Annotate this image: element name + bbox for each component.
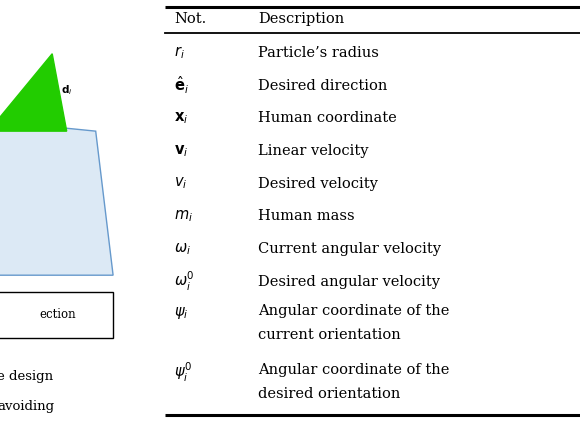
- Polygon shape: [0, 54, 67, 131]
- Polygon shape: [0, 120, 113, 275]
- Text: Desired direction: Desired direction: [258, 79, 387, 92]
- Text: Desired velocity: Desired velocity: [258, 177, 378, 190]
- Text: $\hat{\mathbf{e}}_i$: $\hat{\mathbf{e}}_i$: [174, 75, 189, 96]
- Text: $r_i$: $r_i$: [174, 45, 185, 61]
- Text: $v_i$: $v_i$: [174, 176, 187, 191]
- Text: Description: Description: [258, 12, 345, 26]
- Text: Linear velocity: Linear velocity: [258, 144, 369, 158]
- Text: $\mathbf{x}_i$: $\mathbf{x}_i$: [174, 111, 188, 126]
- Text: Current angular velocity: Current angular velocity: [258, 242, 441, 256]
- Text: $\psi_i^0$: $\psi_i^0$: [174, 361, 192, 384]
- Text: $m_i$: $m_i$: [174, 209, 193, 224]
- Text: Angular coordinate of the: Angular coordinate of the: [258, 304, 450, 318]
- Text: ection: ection: [39, 308, 77, 321]
- Text: Human mass: Human mass: [258, 209, 355, 223]
- Text: Desired angular velocity: Desired angular velocity: [258, 275, 440, 289]
- Text: avoiding: avoiding: [0, 400, 54, 413]
- Text: Not.: Not.: [174, 12, 206, 26]
- Text: Particle’s radius: Particle’s radius: [258, 46, 379, 60]
- Text: e design: e design: [0, 370, 53, 383]
- Text: $\mathbf{d}_i$: $\mathbf{d}_i$: [61, 83, 72, 97]
- Text: Angular coordinate of the: Angular coordinate of the: [258, 363, 450, 378]
- Text: $\psi_i$: $\psi_i$: [174, 305, 188, 321]
- Text: Human coordinate: Human coordinate: [258, 111, 397, 125]
- Text: desired orientation: desired orientation: [258, 387, 400, 401]
- Text: $\omega_i$: $\omega_i$: [174, 241, 191, 257]
- Text: current orientation: current orientation: [258, 328, 401, 342]
- FancyBboxPatch shape: [0, 292, 113, 338]
- Text: $\mathbf{v}_i$: $\mathbf{v}_i$: [174, 143, 188, 159]
- Text: $\omega_i^0$: $\omega_i^0$: [174, 270, 195, 293]
